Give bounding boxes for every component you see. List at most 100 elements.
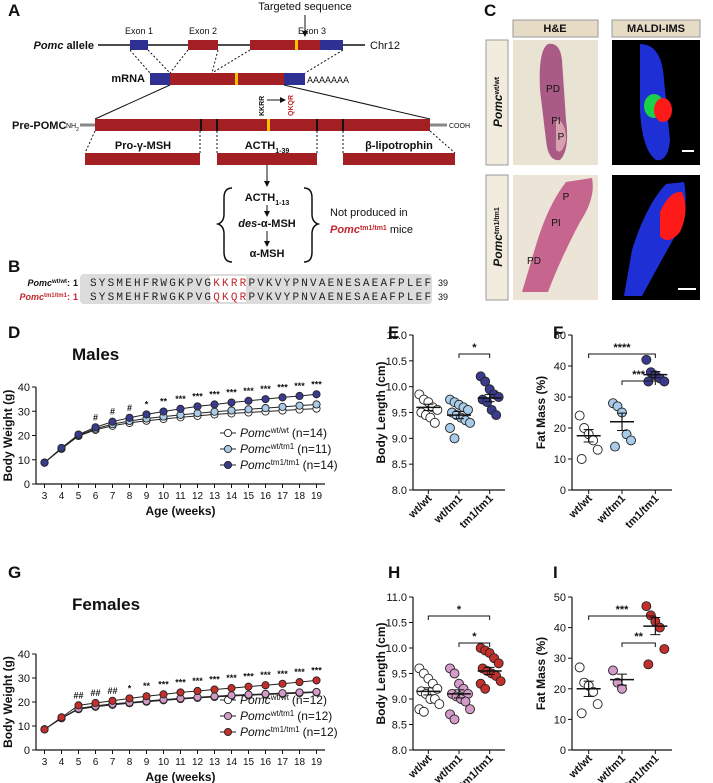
point (261, 681, 270, 690)
x-tick-label: wt/wt (406, 492, 435, 521)
point (193, 402, 202, 411)
y-tick-label: 0 (24, 745, 30, 757)
x-axis-label: Age (weeks) (145, 770, 215, 783)
x-tick-label: wt/tm1 (431, 753, 465, 783)
point (210, 685, 219, 694)
gene: Pomc (19, 292, 44, 302)
y-axis-label: Body Length (cm) (374, 362, 388, 464)
x-tick-label: 3 (42, 757, 48, 768)
x-tick-label: 9 (144, 757, 150, 768)
product-label: α-MSH (250, 248, 285, 260)
point (91, 423, 100, 432)
x-tick-label: 19 (311, 491, 323, 502)
start: 1 (73, 292, 78, 302)
peptide-bar (343, 153, 455, 165)
processing-lines (84, 130, 456, 154)
series-line (44, 679, 317, 730)
motif-highlight (210, 276, 246, 302)
point (463, 404, 473, 415)
y-tick-label: 30 (18, 673, 30, 685)
sequence-part: SYSMEHFRWGKPVG (90, 278, 213, 290)
y-tick-label: 10 (554, 714, 566, 726)
x-tick-label: 7 (110, 491, 116, 502)
point (125, 694, 134, 703)
point (445, 423, 455, 433)
chart: H 8.0 8.5 9.0 9.5 10.0 10.5 11.0 Body Length (cm… (374, 563, 506, 783)
point (641, 601, 652, 612)
point (210, 407, 219, 416)
region-label: P (563, 192, 570, 203)
significance: *** (616, 604, 630, 616)
point (40, 725, 49, 734)
x-tick-label: wt/wt (566, 492, 595, 521)
row-header-box (485, 39, 509, 166)
point (449, 668, 460, 679)
legend-n: (n=12) (297, 709, 332, 723)
significance: ## (107, 686, 117, 696)
note: Pomctm1/tm1 mice (330, 224, 413, 236)
legend-n: (n=11) (297, 442, 331, 456)
point (176, 688, 185, 697)
point (493, 658, 504, 669)
significance-bracket (588, 615, 656, 620)
x-axis-label: Age (weeks) (145, 504, 215, 518)
point (491, 410, 502, 421)
link (94, 84, 171, 120)
significance-bracket (588, 353, 656, 358)
significance: *** (226, 673, 237, 683)
genotype: tm1/tm1 (44, 293, 68, 299)
significance: ** (160, 396, 168, 406)
significance-bracket (458, 353, 491, 358)
legend-marker (223, 727, 233, 737)
point (626, 435, 636, 446)
x-tick-label: 8 (127, 757, 133, 768)
significance: * (472, 631, 477, 643)
x-tick-label: 11 (175, 491, 186, 502)
peptide-label: ACTH1-39 (245, 140, 290, 155)
point (659, 644, 670, 654)
x-tick-label: tm1/tm1 (623, 753, 661, 783)
point (244, 405, 253, 414)
significance: * (145, 399, 149, 409)
signal (660, 191, 686, 241)
peptide-bar (85, 153, 200, 165)
legend-genotype: wt/wt (270, 426, 290, 435)
sequence-label: Pomcwt/wt: 1 (27, 278, 78, 288)
y-tick-label: 20 (18, 697, 30, 709)
significance: **** (613, 342, 631, 354)
significance: *** (277, 669, 288, 679)
y-axis-label: Body Length (cm) (374, 623, 388, 725)
y-tick-label: 8.5 (392, 720, 407, 732)
significance-bracket (621, 380, 656, 385)
brace (303, 187, 321, 263)
peptide-label: β-lipotrophin (365, 140, 433, 152)
exon (130, 40, 148, 50)
y-tick-label: 20 (18, 431, 30, 443)
point (40, 458, 49, 467)
peptide-bar (217, 153, 317, 165)
y-tick-label: 30 (554, 653, 566, 665)
y-tick-label: 10 (554, 454, 566, 466)
point (74, 430, 83, 439)
significance: ** (634, 631, 643, 643)
point (210, 400, 219, 409)
product-label: ACTH1-13 (245, 192, 290, 207)
significance: # (93, 412, 98, 422)
x-tick-label: 13 (209, 757, 221, 768)
exon (250, 40, 320, 50)
x-tick-label: 16 (260, 491, 272, 502)
y-tick-label: 10.0 (386, 382, 407, 394)
x-tick-label: wt/wt (566, 752, 595, 781)
significance: ** (143, 681, 151, 691)
point (278, 679, 287, 688)
precursor-label: Pre-POMC (12, 120, 66, 132)
legend-n: (n=12) (292, 693, 327, 707)
y-tick-label: 8.0 (392, 485, 407, 497)
legend-genotype: tm1/tm1 (271, 725, 300, 734)
point (574, 410, 585, 421)
x-tick-label: 17 (277, 491, 289, 502)
row-header-box (485, 174, 509, 301)
point (610, 441, 620, 452)
note: Not produced in (330, 207, 408, 219)
